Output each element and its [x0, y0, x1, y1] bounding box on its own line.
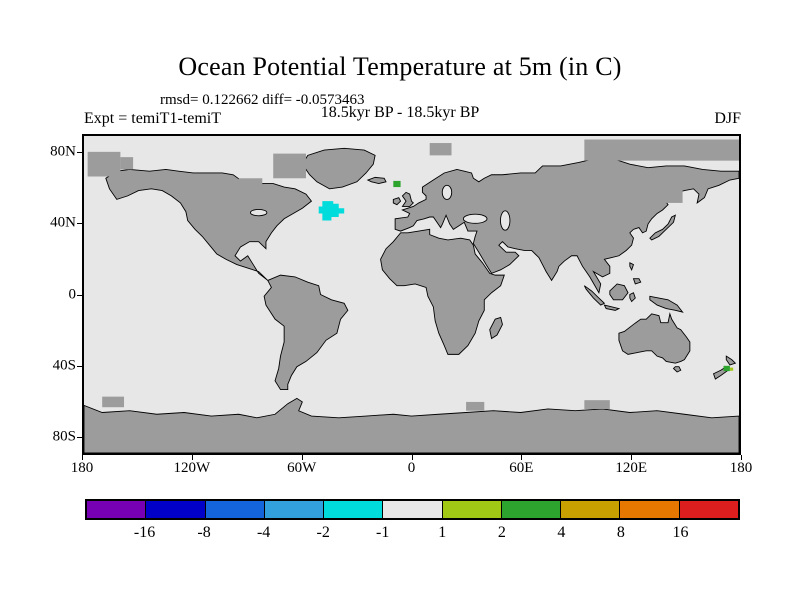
lon-tick-label: 180: [70, 460, 94, 476]
colorbar-segment: [561, 501, 621, 518]
lon-axis-tick: [82, 455, 83, 460]
island-mindanao: [633, 279, 640, 284]
world-map: [84, 136, 739, 453]
continent-eurasia: [395, 157, 739, 293]
colorbar-tick-label: -8: [197, 524, 211, 541]
continent-africa: [381, 229, 505, 354]
mask-antarctic-b: [584, 400, 610, 409]
mask-svalbard: [429, 143, 452, 156]
lon-tick-label: 120E: [615, 460, 647, 476]
continent-south-america: [264, 275, 348, 389]
colorbar-segment: [324, 501, 384, 518]
lat-axis-tick: [77, 366, 82, 367]
colorbar-tick-label: -1: [376, 524, 390, 541]
island-borneo: [610, 284, 628, 300]
lon-tick-label: 0: [407, 460, 416, 476]
lon-axis-tick: [192, 455, 193, 460]
colorbar-tick-label: 1: [438, 524, 447, 541]
island-britain: [402, 192, 413, 206]
map-plot: [82, 134, 741, 455]
colorbar-segment: [620, 501, 680, 518]
colorbar-segment: [501, 501, 562, 518]
island-sumatra: [584, 286, 604, 305]
island-new-guinea: [650, 296, 683, 312]
island-sulawesi: [630, 293, 635, 302]
colorbar-tick-label: 8: [616, 524, 625, 541]
lat-tick-label: 80N: [50, 143, 76, 160]
lon-axis-tick: [412, 455, 413, 460]
colorbar-tick-label: 16: [672, 524, 689, 541]
lon-tick-label: 180: [729, 460, 753, 476]
stats-line: rmsd= 0.122662 diff= -0.0573463: [160, 92, 365, 108]
season-label: DJF: [714, 110, 741, 127]
mask-antarctic-a: [102, 396, 125, 408]
island-iceland: [368, 177, 386, 183]
anomaly-warm-ne-atlantic: [393, 180, 401, 188]
lon-axis-tick: [631, 455, 632, 460]
lat-tick-label: 40N: [50, 214, 76, 231]
lakes-great-lakes: [250, 209, 266, 215]
lon-tick-label: 60W: [287, 460, 317, 476]
colorbar-segment: [146, 501, 206, 518]
mask-arctic-siberia: [584, 139, 739, 161]
island-japan: [650, 215, 675, 240]
island-ireland: [393, 198, 400, 205]
sea-caspian: [500, 211, 509, 230]
colorbar-segment: [679, 501, 738, 518]
mask-baffin-bay: [273, 153, 306, 179]
lon-axis-tick: [741, 455, 742, 460]
colorbar-tick-label: -16: [133, 524, 156, 541]
island-tasmania: [674, 367, 681, 372]
colorbar: [85, 499, 740, 520]
lat-tick-label: 80S: [52, 428, 76, 445]
sea-baltic: [442, 185, 451, 199]
colorbar-tick-label: 2: [497, 524, 506, 541]
colorbar-segment: [383, 501, 443, 518]
mask-okhotsk: [662, 188, 683, 203]
period-label: 18.5kyr BP - 18.5kyr BP: [320, 104, 480, 121]
island-luzon: [630, 263, 634, 270]
lat-axis-tick: [77, 152, 82, 153]
colorbar-labels: -16 -8 -4 -2 -1 1 2 4 8 16: [85, 524, 740, 544]
mask-bering-sea: [87, 151, 121, 177]
colorbar-tick-label: 4: [557, 524, 566, 541]
lon-tick-label: 60E: [509, 460, 534, 476]
lat-tick-label: 40S: [52, 357, 76, 374]
lat-tick-label: 0: [68, 286, 77, 302]
continent-antarctica: [84, 398, 739, 453]
lon-axis-tick: [521, 455, 522, 460]
colorbar-segment: [264, 501, 325, 518]
lat-axis-tick: [77, 295, 82, 296]
mask-hudson-bay: [238, 178, 263, 196]
lon-tick-label: 120W: [173, 460, 211, 476]
island-java: [604, 305, 619, 310]
island-madagascar: [490, 317, 503, 338]
island-new-zealand-north: [726, 356, 735, 365]
lat-axis: 80N 40N 0 40S 80S: [28, 134, 76, 455]
continent-australia: [619, 314, 690, 363]
lon-axis-tick: [302, 455, 303, 460]
continent-north-america: [106, 169, 312, 280]
mask-chukchi: [120, 157, 134, 170]
colorbar-tick-label: -2: [316, 524, 330, 541]
experiment-label: Expt = temiT1-temiT: [84, 110, 221, 127]
lat-axis-tick: [77, 223, 82, 224]
sea-black-sea: [463, 214, 487, 223]
island-greenland: [302, 148, 375, 189]
anomaly-cold-nw-atlantic: [318, 201, 345, 221]
anomaly-warm-new-zealand: [723, 365, 730, 372]
anomaly-warm-new-zealand-edge: [729, 367, 734, 371]
lon-axis: 180 120W 60W 0 60E 120E 180: [71, 460, 753, 480]
mask-antarctic-c: [466, 401, 485, 411]
lat-axis-tick: [77, 437, 82, 438]
plot-title: Ocean Potential Temperature at 5m (in C): [178, 52, 622, 81]
colorbar-tick-label: -4: [256, 524, 271, 541]
colorbar-segment: [442, 501, 502, 518]
colorbar-segment: [87, 501, 147, 518]
colorbar-segment: [205, 501, 265, 518]
